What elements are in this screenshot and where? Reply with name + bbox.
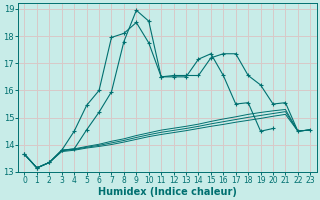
- X-axis label: Humidex (Indice chaleur): Humidex (Indice chaleur): [98, 187, 237, 197]
